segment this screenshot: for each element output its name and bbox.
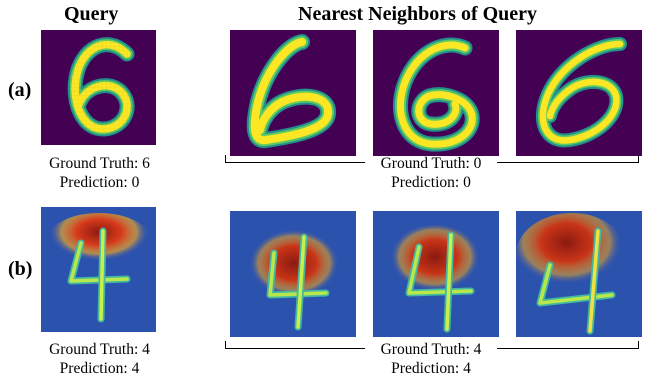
neighbor-image-b2 xyxy=(373,211,499,337)
row-label-b: (b) xyxy=(8,258,33,280)
neighbors-column-header: Nearest Neighbors of Query xyxy=(298,3,538,25)
neighbor-image-b3 xyxy=(516,211,642,337)
query-image-digit-6 xyxy=(41,30,156,145)
query-ground-truth-b: Ground Truth: 4 xyxy=(49,341,150,358)
query-column-header: Query xyxy=(64,3,119,25)
neighbors-prediction-b: Prediction: 4 xyxy=(391,360,471,377)
neighbor-image-a3 xyxy=(516,30,642,156)
neighbor-image-a2 xyxy=(373,30,499,156)
neighbor-image-b1 xyxy=(230,211,356,337)
query-prediction-b: Prediction: 4 xyxy=(59,360,140,377)
query-ground-truth-a: Ground Truth: 6 xyxy=(49,155,150,172)
neighbors-prediction-a: Prediction: 0 xyxy=(391,174,471,191)
neighbor-image-a1 xyxy=(230,30,356,156)
neighbors-ground-truth-b: Ground Truth: 4 xyxy=(380,341,482,358)
row-label-a: (a) xyxy=(8,79,32,101)
query-image-digit-4-heatmap xyxy=(41,207,156,332)
query-prediction-a: Prediction: 0 xyxy=(59,174,140,191)
neighbors-ground-truth-a: Ground Truth: 0 xyxy=(380,155,482,172)
